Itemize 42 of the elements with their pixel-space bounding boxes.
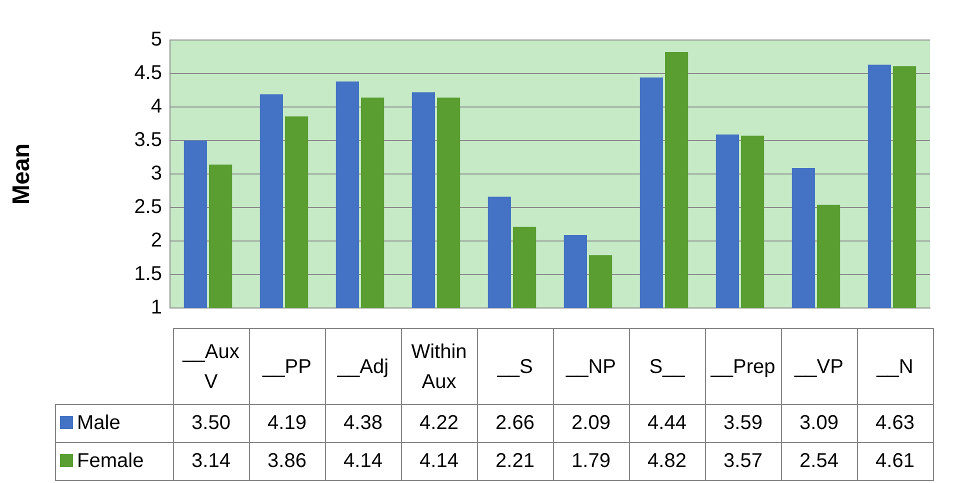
x-tick-label: __N xyxy=(876,356,914,378)
x-tick-label: S__ xyxy=(649,356,685,378)
y-tick-label: 2 xyxy=(150,230,162,252)
data-label: 2.66 xyxy=(477,404,553,442)
data-label: 3.14 xyxy=(173,442,249,480)
data-label: 2.09 xyxy=(553,404,629,442)
x-tick-label: __Adj xyxy=(337,356,389,378)
y-tick-label: 4 xyxy=(150,96,162,118)
legend-label: Male xyxy=(56,404,173,442)
data-label: 3.59 xyxy=(705,404,781,442)
y-axis-title: Mean xyxy=(8,143,36,205)
data-label: 4.61 xyxy=(857,442,933,480)
data-label: 4.19 xyxy=(249,404,325,442)
x-tick-label: __Prep xyxy=(710,356,776,378)
data-label: 4.82 xyxy=(629,442,705,480)
x-tick-label: __VP xyxy=(794,356,844,378)
y-tick-label: 3 xyxy=(150,162,162,185)
x-tick-label: Within Aux xyxy=(411,340,467,392)
y-tick-label: 2.5 xyxy=(134,196,162,218)
legend-label: Female xyxy=(56,442,173,480)
data-label: 4.14 xyxy=(325,442,401,480)
data-label: 4.38 xyxy=(325,404,401,442)
x-tick-label: __S xyxy=(497,356,533,378)
y-tick-label: 4.5 xyxy=(134,62,162,84)
y-tick-label: 5 xyxy=(150,28,162,51)
data-label: 3.50 xyxy=(173,404,249,442)
data-label: 3.86 xyxy=(249,442,325,480)
data-label: 4.63 xyxy=(857,404,933,442)
data-label: 3.57 xyxy=(705,442,781,480)
data-label: 4.44 xyxy=(629,404,705,442)
data-label: 4.14 xyxy=(401,442,477,480)
y-tick-label: 1.5 xyxy=(134,263,162,286)
data-label: 3.09 xyxy=(781,404,857,442)
data-label: 2.21 xyxy=(477,442,553,480)
data-label: 4.22 xyxy=(401,404,477,442)
x-tick-label: __PP xyxy=(262,356,312,378)
y-tick-label: 1 xyxy=(150,296,162,319)
data-label: 1.79 xyxy=(553,442,629,480)
x-tick-label: __Aux V xyxy=(182,340,240,392)
x-tick-label: __NP xyxy=(566,356,616,378)
y-tick-label: 3.5 xyxy=(134,129,162,152)
data-label: 2.54 xyxy=(781,442,857,480)
